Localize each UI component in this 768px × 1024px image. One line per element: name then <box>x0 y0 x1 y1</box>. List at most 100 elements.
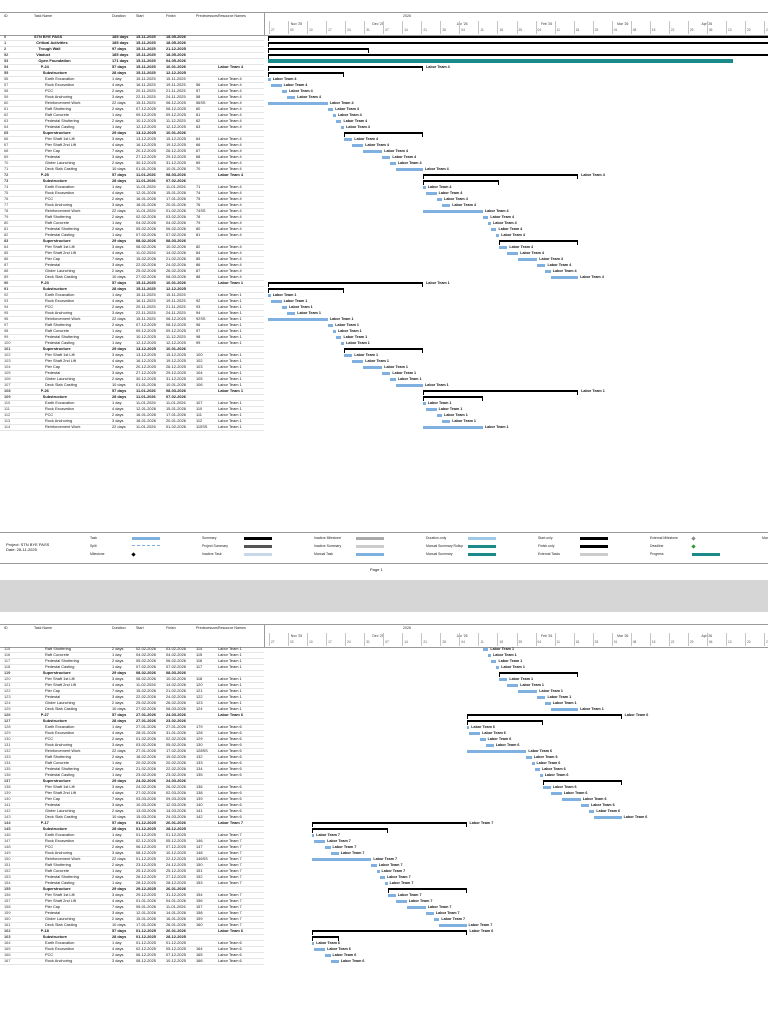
summary-bar[interactable] <box>268 282 424 287</box>
summary-bar[interactable] <box>499 240 579 245</box>
table-row[interactable]: 163 Substructure 28 days 01-12-2025 28-12-20… <box>0 934 264 941</box>
table-row[interactable]: 99 Pedestal Shuttering 2 days 10-12-2025 11-… <box>0 334 264 341</box>
task-bar[interactable] <box>314 840 326 843</box>
table-row[interactable]: 145 Substructure 28 days 01-12-2025 28-12-20… <box>0 826 264 833</box>
table-row[interactable]: 111 Rock Excavation 4 days 12-01-2026 15-01-… <box>0 406 264 413</box>
task-bar[interactable] <box>406 906 426 909</box>
summary-bar[interactable] <box>268 54 768 59</box>
task-bar[interactable] <box>344 138 353 141</box>
task-bar[interactable] <box>352 144 364 147</box>
summary-bar[interactable] <box>344 348 424 353</box>
table-row[interactable]: 97 Raft Shuttering 2 days 07-12-2025 08-12-2… <box>0 322 264 329</box>
task-bar[interactable] <box>545 702 551 705</box>
table-row[interactable]: 0 STN BYE PASS 185 days 15-11-2025 18-05-202… <box>0 34 264 41</box>
table-row[interactable]: 148 PCC 2 days 06-12-2025 07-12-2025 147 Labor… <box>0 844 264 851</box>
summary-bar[interactable] <box>499 672 579 677</box>
task-bar[interactable] <box>488 654 492 657</box>
table-row[interactable]: 107 Deck Slab Casting 10 days 01-01-2026 10-… <box>0 382 264 389</box>
task-bar[interactable] <box>499 678 508 681</box>
table-row[interactable]: 123 Pedestal 3 days 22-02-2026 24-02-2026 122… <box>0 694 264 701</box>
col-name-header[interactable]: Task Name <box>34 626 52 630</box>
table-row[interactable]: 122 Pier Cap 7 days 15-02-2026 21-02-2026 121… <box>0 688 264 695</box>
table-row[interactable]: 76 PCC 2 days 16-01-2026 17-01-2026 75 Labor T… <box>0 196 264 203</box>
table-row[interactable]: 95 Rock Anchoring 3 days 22-11-2025 24-11-20… <box>0 310 264 317</box>
table-row[interactable]: 150 Reinforcement Work 22 days 01-12-2025 22… <box>0 856 264 863</box>
task-bar[interactable] <box>518 690 538 693</box>
task-bar[interactable] <box>588 810 595 813</box>
task-bar[interactable] <box>482 648 489 651</box>
task-bar[interactable] <box>491 660 497 663</box>
task-bar[interactable] <box>594 816 622 819</box>
table-row[interactable]: 118 Pedestal Casting 1 day 07-02-2026 07-02-… <box>0 664 264 671</box>
task-bar[interactable] <box>314 948 326 951</box>
table-row[interactable]: 84 Pier Shaft 1st Lift 3 days 08-02-2026 10-… <box>0 244 264 251</box>
table-row[interactable]: 54 P-24 57 days 15-11-2025 10-01-2026 Labor T… <box>0 64 264 71</box>
summary-bar[interactable] <box>311 930 467 935</box>
summary-bar[interactable] <box>268 288 345 293</box>
task-bar[interactable] <box>540 774 543 777</box>
table-row[interactable]: 65 Superstructure 29 days 13-12-2025 10-01-2… <box>0 130 264 137</box>
task-bar[interactable] <box>341 126 345 129</box>
table-row[interactable]: 167 Rock Anchoring 3 days 08-12-2025 10-12-2… <box>0 958 264 965</box>
table-row[interactable]: 83 Superstructure 29 days 08-02-2026 08-03-2… <box>0 238 264 245</box>
table-row[interactable]: 104 Pier Cap 7 days 20-12-2025 26-12-2025 103… <box>0 364 264 371</box>
table-row[interactable]: 101 Superstructure 29 days 13-12-2025 10-01-… <box>0 346 264 353</box>
summary-bar[interactable] <box>268 36 768 41</box>
task-bar[interactable] <box>466 726 470 729</box>
task-bar[interactable] <box>327 324 334 327</box>
table-row[interactable]: 67 Pier Shaft 2nd Lift 4 days 16-12-2025 19-… <box>0 142 264 149</box>
task-bar[interactable] <box>423 402 426 405</box>
table-row[interactable]: 89 Deck Slab Casting 10 days 27-02-2026 08-0… <box>0 274 264 281</box>
task-bar[interactable] <box>387 894 396 897</box>
table-row[interactable]: 134 Raft Concrete 1 day 20-02-2026 20-02-202… <box>0 760 264 767</box>
col-duration-header[interactable]: Duration <box>112 14 126 18</box>
table-row[interactable]: 96 Reinforcement Work 22 days 15-11-2025 06-… <box>0 316 264 323</box>
task-bar[interactable] <box>425 408 437 411</box>
col-res-header[interactable]: Resource Names <box>218 14 246 18</box>
task-bar[interactable] <box>270 84 282 87</box>
table-row[interactable]: 137 Superstructure 29 days 24-02-2026 24-03-… <box>0 778 264 785</box>
task-bar[interactable] <box>268 78 271 81</box>
table-row[interactable]: 147 Rock Excavation 4 days 02-12-2025 05-12-… <box>0 838 264 845</box>
summary-bar[interactable] <box>423 396 483 401</box>
task-bar[interactable] <box>425 912 434 915</box>
table-row[interactable]: 153 Pedestal Shuttering 2 days 26-12-2025 27… <box>0 874 264 881</box>
table-row[interactable]: 127 Substructure 28 days 27-01-2026 23-02-20… <box>0 718 264 725</box>
table-row[interactable]: 161 Deck Slab Casting 10 days 17-01-2026 26-… <box>0 922 264 929</box>
table-row[interactable]: 106 Girder Launching 2 days 30-12-2025 31-12… <box>0 376 264 383</box>
task-bar[interactable] <box>390 378 396 381</box>
table-row[interactable]: 102 Pier Shaft 1st Lift 3 days 13-12-2025 15… <box>0 352 264 359</box>
col-pred-header[interactable]: Predecessors <box>196 14 218 18</box>
table-row[interactable]: 82 Pedestal Casting 1 day 07-02-2026 07-02-2… <box>0 232 264 239</box>
table-row[interactable]: 117 Pedestal Shuttering 2 days 05-02-2026 06… <box>0 658 264 665</box>
task-bar[interactable] <box>496 666 500 669</box>
task-bar[interactable] <box>281 90 288 93</box>
summary-bar[interactable] <box>311 936 339 941</box>
table-row[interactable]: 73 Substructure 28 days 11-01-2026 07-02-202… <box>0 178 264 185</box>
project-summary-bar[interactable] <box>268 59 734 63</box>
task-bar[interactable] <box>496 234 500 237</box>
task-bar[interactable] <box>363 366 383 369</box>
task-bar[interactable] <box>531 762 535 765</box>
task-bar[interactable] <box>384 882 388 885</box>
task-bar[interactable] <box>390 162 396 165</box>
table-row[interactable]: 88 Girder Launching 2 days 25-02-2026 26-02-… <box>0 268 264 275</box>
task-bar[interactable] <box>488 222 492 225</box>
summary-bar[interactable] <box>466 714 622 719</box>
table-row[interactable]: 154 Pedestal Casting 1 day 28-12-2025 28-12-… <box>0 880 264 887</box>
task-bar[interactable] <box>379 876 385 879</box>
table-row[interactable]: 155 Superstructure 29 days 29-12-2025 26-01-… <box>0 886 264 893</box>
summary-bar[interactable] <box>268 42 768 47</box>
task-bar[interactable] <box>423 186 426 189</box>
task-bar[interactable] <box>534 768 540 771</box>
table-row[interactable]: 132 Reinforcement Work 22 days 27-01-2026 17… <box>0 748 264 755</box>
table-row[interactable]: 162 P-18 57 days 01-12-2025 26-01-2026 Labor … <box>0 928 264 935</box>
table-row[interactable]: 93 Rock Excavation 4 days 16-11-2025 19-11-2… <box>0 298 264 305</box>
task-bar[interactable] <box>325 954 331 957</box>
summary-bar[interactable] <box>311 828 388 833</box>
task-bar[interactable] <box>433 918 440 921</box>
table-row[interactable]: 66 Pier Shaft 1st Lift 3 days 13-12-2025 15-… <box>0 136 264 143</box>
table-row[interactable]: 91 Substructure 28 days 15-11-2025 12-12-202… <box>0 286 264 293</box>
col-res-header[interactable]: Resource Names <box>218 626 246 630</box>
task-bar[interactable] <box>550 276 579 279</box>
